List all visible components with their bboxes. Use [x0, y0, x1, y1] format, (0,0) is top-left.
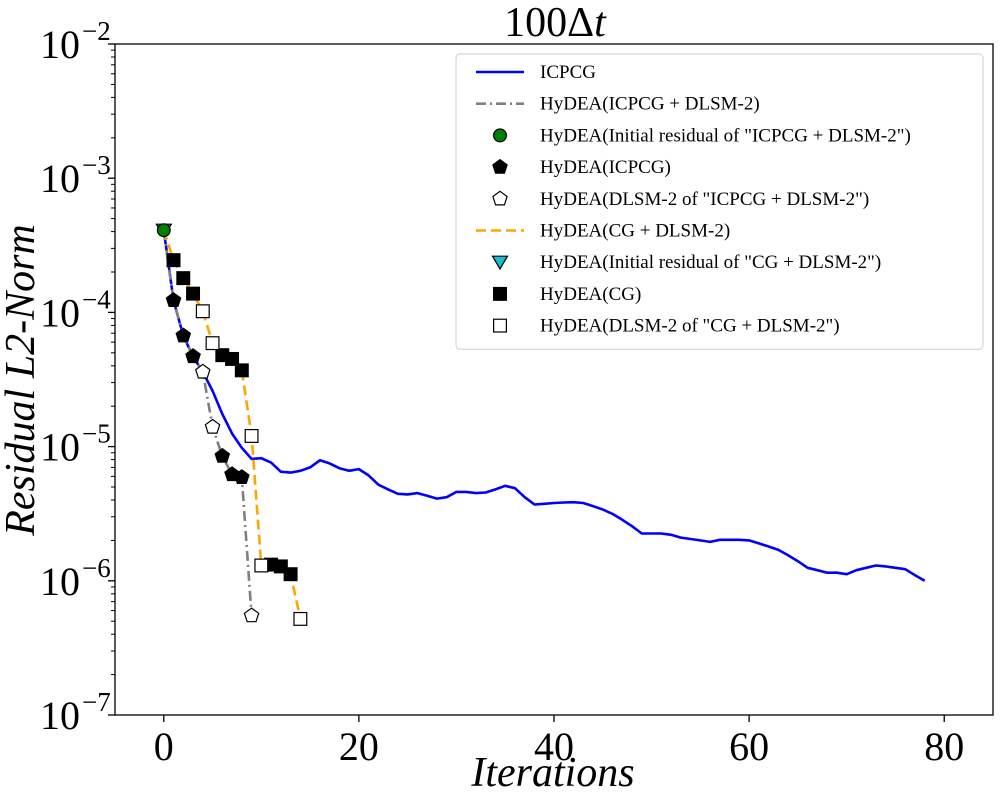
legend-swatch-7 [493, 286, 507, 301]
series-4-point-0 [194, 363, 211, 379]
legend-label-0: ICPCG [540, 62, 596, 83]
legend-label-1: HyDEA(ICPCG + DLSM-2) [540, 94, 760, 115]
legend-box [455, 53, 984, 350]
series-8-point-2 [244, 428, 259, 443]
y-tick-label-0: 10 [40, 693, 80, 738]
y-tick-exponent-1: −6 [82, 553, 111, 583]
y-tick-base-0: 10 [40, 693, 80, 738]
legend-label-2: HyDEA(Initial residual of "ICPCG + DLSM-… [540, 125, 911, 146]
legend-label-7: HyDEA(CG) [540, 284, 641, 305]
y-axis-label: Residual L2-Norm [0, 224, 44, 537]
y-tick-base-1: 10 [40, 559, 80, 604]
legend-swatch-8 [493, 318, 507, 333]
y-tick-exponent-0: −7 [82, 687, 111, 717]
y-tick-base-5: 10 [40, 22, 80, 67]
legend-swatch-6 [491, 255, 509, 271]
legend-swatch-2 [493, 128, 507, 143]
series-8-point-4 [293, 611, 308, 626]
x-tick-label-0: 0 [154, 724, 174, 769]
legend-swatch-3 [492, 158, 508, 174]
series-7-point-0 [166, 253, 181, 268]
series-8-point-1 [205, 336, 220, 351]
y-tick-exponent-3: −4 [82, 284, 111, 314]
series-3-point-3 [214, 447, 231, 463]
legend-label-3: HyDEA(ICPCG) [540, 157, 671, 178]
x-axis-label: Iterations [470, 750, 634, 796]
x-tick-label-1: 20 [339, 724, 379, 769]
series-3-point-2 [185, 348, 201, 364]
series-7-point-1 [176, 271, 191, 286]
series-7-point-2 [186, 286, 201, 301]
legend-swatch-4 [492, 190, 508, 206]
series-2-point-0 [156, 223, 171, 238]
series-4-point-1 [204, 418, 221, 434]
chart-title-variable: t [594, 0, 607, 46]
series-3-point-1 [175, 327, 192, 343]
series-3-point-0 [165, 292, 182, 307]
series-3-point-5 [233, 469, 250, 484]
legend-label-6: HyDEA(Initial residual of "CG + DLSM-2") [540, 252, 881, 273]
plot-area [155, 223, 926, 626]
y-tick-label-4: 10 [40, 156, 80, 201]
y-tick-label-5: 10 [40, 22, 80, 67]
legend-label-8: HyDEA(DLSM-2 of "CG + DLSM-2") [540, 316, 840, 337]
series-line-0 [162, 230, 926, 582]
legend-label-4: HyDEA(DLSM-2 of "ICPCG + DLSM-2") [540, 189, 869, 210]
series-8-point-0 [195, 304, 210, 319]
x-tick-label-3: 60 [729, 724, 769, 769]
y-tick-base-3: 10 [40, 290, 80, 335]
series-4-point-2 [243, 607, 260, 623]
y-tick-exponent-2: −5 [82, 419, 111, 449]
legend: ICPCG HyDEA(ICPCG + DLSM-2) HyDEA(Initial … [455, 53, 984, 350]
y-tick-base-4: 10 [40, 156, 80, 201]
y-tick-exponent-5: −2 [82, 16, 111, 46]
y-tick-base-2: 10 [40, 425, 80, 470]
x-tick-label-2: 40 [534, 724, 574, 769]
y-tick-label-3: 10 [40, 290, 80, 335]
series-7-point-4 [225, 351, 240, 366]
series-8-point-3 [254, 558, 269, 573]
y-tick-label-1: 10 [40, 559, 80, 604]
chart-title-main: 100Δ [504, 0, 594, 46]
y-tick-label-2: 10 [40, 425, 80, 470]
x-tick-label-4: 80 [924, 724, 964, 769]
series-7-point-8 [283, 567, 298, 582]
legend-label-5: HyDEA(CG + DLSM-2) [540, 221, 730, 242]
chart-title: 100Δt [504, 0, 607, 46]
y-tick-exponent-4: −3 [82, 150, 111, 180]
series-7-point-5 [234, 363, 249, 378]
